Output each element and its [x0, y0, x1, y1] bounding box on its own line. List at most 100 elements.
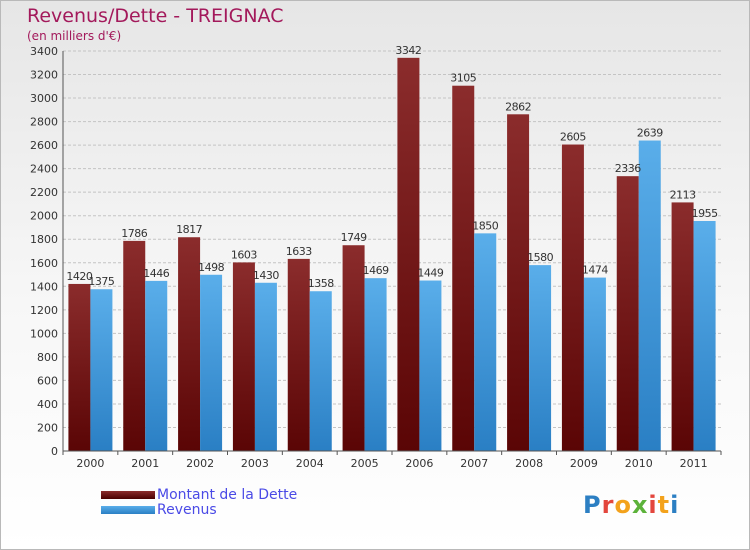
- data-label-debt: 1817: [176, 223, 202, 236]
- data-label-debt: 1420: [66, 270, 92, 283]
- x-tick-label: 2002: [186, 457, 214, 470]
- x-tick-label: 2011: [680, 457, 708, 470]
- x-tick-label: 2005: [351, 457, 379, 470]
- y-tick-label: 0: [51, 445, 58, 458]
- data-label-debt: 2605: [560, 131, 586, 144]
- bar-debt: [178, 237, 201, 451]
- chart-title: Revenus/Dette - TREIGNAC: [27, 5, 284, 27]
- data-label-revenus: 1430: [253, 269, 279, 282]
- y-tick-label: 2000: [30, 210, 58, 223]
- data-label-revenus: 1498: [198, 261, 224, 274]
- logo-letter: i: [648, 491, 658, 519]
- bar-debt: [507, 114, 530, 451]
- x-tick-label: 2006: [405, 457, 433, 470]
- data-label-revenus: 1850: [472, 219, 498, 232]
- data-label-revenus: 1955: [692, 207, 718, 220]
- bar-revenus: [200, 274, 223, 451]
- data-label-debt: 1633: [286, 245, 312, 258]
- data-label-debt: 1603: [231, 248, 257, 261]
- bar-debt: [232, 262, 255, 451]
- x-tick-label: 2004: [296, 457, 324, 470]
- legend-item-revenus: Revenus: [101, 501, 297, 518]
- legend-item-debt: Montant de la Dette: [101, 486, 298, 503]
- data-label-revenus: 1446: [143, 267, 169, 280]
- y-tick-label: 2800: [30, 116, 58, 129]
- y-tick-label: 1400: [30, 280, 58, 293]
- y-tick-label: 600: [37, 374, 58, 387]
- bar-revenus: [145, 280, 168, 451]
- data-label-revenus: 2639: [637, 127, 663, 140]
- logo-letter: i: [670, 491, 680, 519]
- bar-revenus: [254, 282, 277, 451]
- data-label-revenus: 1375: [88, 275, 114, 288]
- bar-debt: [287, 258, 310, 451]
- x-tick-label: 2009: [570, 457, 598, 470]
- bar-debt: [68, 283, 91, 451]
- logo-letter: x: [631, 491, 649, 519]
- axes: 0 200 400 600 800 1000 1200 1400 1600 1800 2000 220…: [30, 45, 722, 470]
- y-tick-label: 3400: [30, 45, 58, 58]
- y-tick-label: 3000: [30, 92, 58, 105]
- bar-revenus: [419, 280, 442, 451]
- data-label-debt: 2862: [505, 100, 531, 113]
- logo-letter: o: [614, 491, 632, 519]
- data-label-revenus: 1580: [527, 251, 553, 264]
- y-tick-label: 1600: [30, 257, 58, 270]
- x-tick-label: 2010: [625, 457, 653, 470]
- bar-revenus: [638, 140, 661, 451]
- bars: [68, 57, 716, 452]
- proxiti-logo: Proxiti: [583, 491, 679, 519]
- bar-debt: [561, 144, 584, 451]
- bar-revenus: [90, 289, 113, 451]
- bar-debt: [342, 245, 365, 451]
- bar-revenus: [474, 233, 497, 451]
- y-tick-label: 1800: [30, 233, 58, 246]
- y-tick-label: 2200: [30, 186, 58, 199]
- legend: Montant de la Dette Revenus: [101, 486, 298, 518]
- bar-revenus: [309, 291, 332, 451]
- logo-letter: P: [583, 491, 602, 519]
- y-tick-label: 400: [37, 398, 58, 411]
- legend-swatch-debt: [101, 490, 155, 499]
- data-label-revenus: 1474: [582, 264, 608, 277]
- bar-debt: [452, 85, 475, 452]
- y-tick-label: 800: [37, 351, 58, 364]
- x-tick-label: 2001: [131, 457, 159, 470]
- bar-debt: [671, 202, 694, 451]
- y-tick-label: 3200: [30, 69, 58, 82]
- legend-label-debt: Montant de la Dette: [157, 486, 298, 503]
- bar-revenus: [583, 277, 606, 451]
- chart-subtitle: (en milliers d'€): [27, 29, 122, 43]
- bar-debt: [616, 176, 639, 452]
- bar-debt: [123, 240, 146, 451]
- data-label-debt: 1786: [121, 227, 147, 240]
- bar-debt: [397, 57, 420, 452]
- bar-revenus: [529, 265, 552, 451]
- data-label-revenus: 1358: [308, 277, 334, 290]
- x-tick-label: 2008: [515, 457, 543, 470]
- bar-revenus: [693, 221, 716, 451]
- y-tick-label: 2400: [30, 163, 58, 176]
- data-label-debt: 3105: [450, 72, 476, 85]
- bar-revenus: [364, 278, 387, 451]
- logo-letter: t: [657, 491, 671, 519]
- x-tick-label: 2003: [241, 457, 269, 470]
- data-label-debt: 2336: [615, 162, 641, 175]
- x-tick-label: 2000: [76, 457, 104, 470]
- data-label-debt: 2113: [670, 188, 696, 201]
- data-label-debt: 3342: [395, 44, 421, 57]
- logo-letter: r: [601, 491, 615, 519]
- data-label-debt: 1749: [341, 231, 367, 244]
- y-tick-label: 1200: [30, 304, 58, 317]
- data-label-revenus: 1469: [363, 264, 389, 277]
- y-tick-label: 2600: [30, 139, 58, 152]
- y-tick-label: 1000: [30, 327, 58, 340]
- legend-swatch-revenus: [101, 505, 155, 514]
- data-label-revenus: 1449: [417, 267, 443, 280]
- legend-label-revenus: Revenus: [157, 501, 217, 518]
- x-tick-label: 2007: [460, 457, 488, 470]
- y-tick-label: 200: [37, 421, 58, 434]
